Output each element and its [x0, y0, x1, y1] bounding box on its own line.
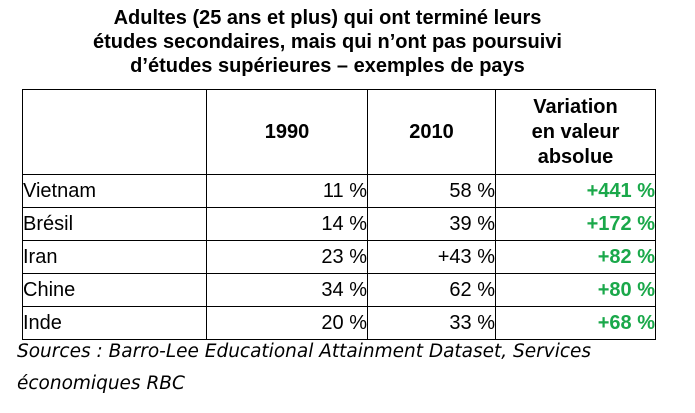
chart-title-line-2: études secondaires, mais qui n’ont pas p… [92, 31, 562, 53]
header-variation: Variation en valeur absolue [495, 89, 656, 175]
header-variation-line-1: Variation [533, 95, 618, 118]
value-2010-cell: 33 % [367, 306, 496, 340]
header-country [22, 89, 207, 175]
header-variation-line-2: en valeur [531, 120, 620, 143]
value-1990-cell: 11 % [206, 174, 368, 208]
value-1990-cell: 14 % [206, 207, 368, 241]
header-row: 1990 2010 Variation en valeur absolue [22, 89, 656, 175]
chart-title: Adultes (25 ans et plus) qui ont terminé… [0, 6, 655, 78]
country-cell: Vietnam [22, 174, 207, 208]
data-table: 1990 2010 Variation en valeur absolue Vi… [22, 89, 656, 340]
table-row: Brésil 14 % 39 % +172 % [22, 207, 656, 241]
header-1990: 1990 [206, 89, 368, 175]
value-2010-cell: 39 % [367, 207, 496, 241]
chart-title-line-1: Adultes (25 ans et plus) qui ont terminé… [113, 7, 542, 29]
chart-title-line-3: d’études supérieures – exemples de pays [130, 55, 525, 77]
header-2010: 2010 [367, 89, 496, 175]
variation-cell: +172 % [495, 207, 656, 241]
sources-note: Sources : Barro-Lee Educational Attainme… [17, 336, 687, 400]
value-2010-cell: 58 % [367, 174, 496, 208]
variation-cell: +82 % [495, 240, 656, 274]
country-cell: Brésil [22, 207, 207, 241]
country-cell: Chine [22, 273, 207, 307]
value-1990-cell: 23 % [206, 240, 368, 274]
table-row: Vietnam 11 % 58 % +441 % [22, 174, 656, 208]
sources-line-2: économiques RBC [17, 373, 185, 394]
variation-cell: +441 % [495, 174, 656, 208]
value-1990-cell: 34 % [206, 273, 368, 307]
value-2010-cell: +43 % [367, 240, 496, 274]
value-1990-cell: 20 % [206, 306, 368, 340]
sources-line-1: Sources : Barro-Lee Educational Attainme… [17, 341, 592, 362]
country-cell: Iran [22, 240, 207, 274]
table-row: Chine 34 % 62 % +80 % [22, 273, 656, 307]
header-variation-line-3: absolue [537, 145, 614, 168]
country-cell: Inde [22, 306, 207, 340]
table-row: Iran 23 % +43 % +82 % [22, 240, 656, 274]
variation-cell: +80 % [495, 273, 656, 307]
value-2010-cell: 62 % [367, 273, 496, 307]
table-row: Inde 20 % 33 % +68 % [22, 306, 656, 340]
variation-cell: +68 % [495, 306, 656, 340]
